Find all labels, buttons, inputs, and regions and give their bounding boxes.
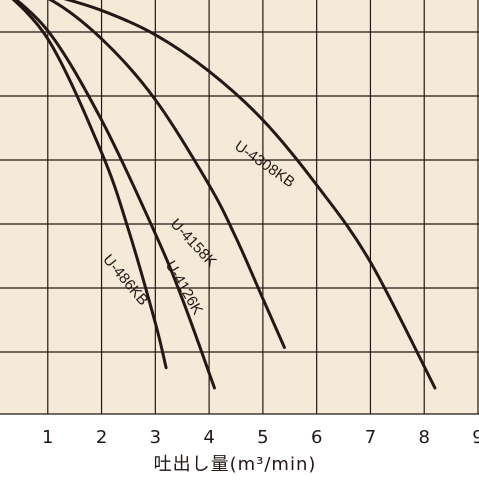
- x-tick-label: 3: [150, 427, 161, 448]
- x-tick-label: 8: [418, 427, 429, 448]
- x-tick-label: 7: [365, 427, 376, 448]
- series-curve-u-4158k: [47, 0, 286, 349]
- x-tick-label: 9: [472, 427, 479, 448]
- plot-background: [0, 0, 479, 414]
- x-tick-labels: 1 2 3 4 5 6 7 8 9: [42, 427, 479, 448]
- x-axis-title: 吐出し量(m³/min): [154, 454, 317, 475]
- series-curve-u-486kb: [11, 0, 168, 370]
- x-tick-label: 5: [257, 427, 268, 448]
- x-tick-label: 4: [203, 427, 214, 448]
- x-tick-label: 1: [42, 427, 53, 448]
- x-tick-label: 6: [311, 427, 322, 448]
- series-curve-u-4126k: [14, 0, 216, 390]
- series-curve-u-4308kb: [63, 0, 437, 390]
- x-tick-label: 2: [96, 427, 107, 448]
- curves: [11, 0, 437, 390]
